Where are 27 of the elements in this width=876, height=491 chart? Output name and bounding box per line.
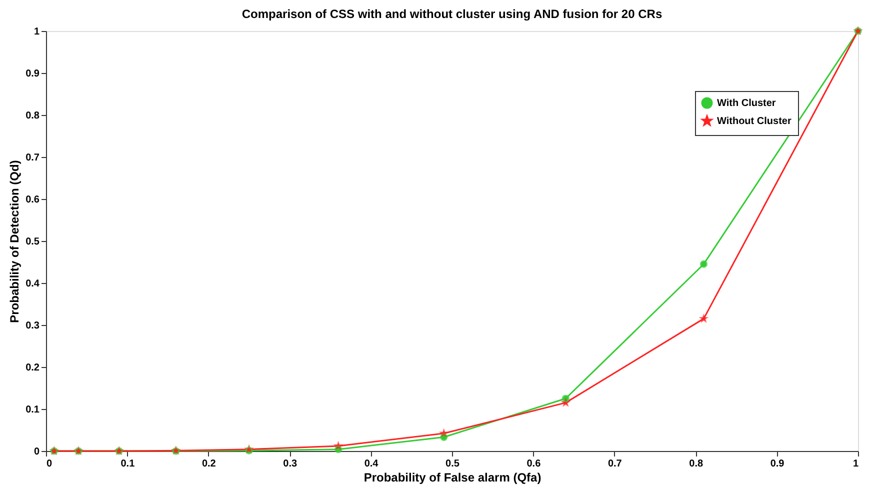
x-tick-label: 0.8 (689, 458, 704, 470)
x-tick-label: 0.9 (770, 458, 785, 470)
x-tick-label: 0.2 (202, 458, 216, 470)
y-tick-label: 0.8 (26, 110, 40, 122)
legend-label: Without Cluster (717, 116, 792, 127)
x-tick-label: 0.3 (283, 458, 298, 470)
y-tick-label: 0.9 (26, 68, 40, 80)
x-tick-label: 0.5 (446, 458, 460, 470)
y-tick-label: 0.6 (26, 194, 40, 206)
y-tick-label: 0.2 (26, 362, 40, 374)
y-tick-label: 0.7 (26, 152, 40, 164)
chart-title: Comparison of CSS with and without cluster using AND fusion for 20 CRs (242, 7, 662, 22)
y-tick-label: 0 (34, 446, 40, 458)
x-tick-label: 0.1 (120, 458, 136, 470)
y-axis-title: Probability of Detection (Qd) (8, 160, 22, 323)
x-tick-label: 0.7 (608, 458, 622, 470)
x-tick-label: 1 (852, 458, 859, 470)
y-tick-label: 0.5 (26, 236, 40, 248)
x-tick-label: 0.4 (364, 458, 379, 470)
x-tick-label: 0.6 (526, 458, 542, 470)
y-tick-label: 1 (34, 26, 40, 38)
x-axis-title: Probability of False alarm (Qfa) (364, 470, 542, 484)
x-tick-label: 0 (46, 458, 52, 470)
legend-label: With Cluster (717, 98, 776, 109)
y-tick-label: 0.1 (26, 404, 40, 416)
y-tick-label: 0.4 (26, 278, 40, 290)
y-tick-label: 0.3 (26, 320, 40, 332)
